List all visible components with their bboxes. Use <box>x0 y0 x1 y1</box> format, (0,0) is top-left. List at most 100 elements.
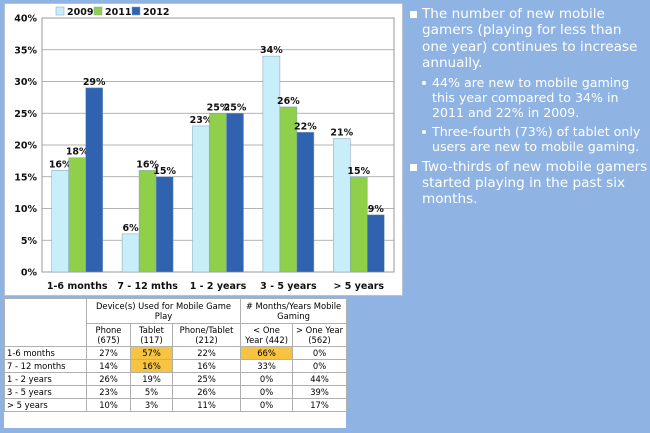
device-usage-table-panel: Device(s) Used for Mobile Game Play # Mo… <box>4 298 348 428</box>
y-tick-label: 35% <box>14 45 37 56</box>
bar-2009 <box>262 55 281 273</box>
column-header-over-one-year: > One Year (562) <box>292 323 348 347</box>
y-tick-label: 20% <box>14 141 37 152</box>
table-cell: 27% <box>86 346 131 360</box>
table-cell-highlighted: 57% <box>130 346 173 360</box>
bar-2012 <box>296 132 315 273</box>
y-tick-label: 25% <box>14 109 37 120</box>
table-cell-highlighted: 16% <box>130 359 173 373</box>
y-tick-label: 0% <box>21 268 38 279</box>
table-cell: 0% <box>292 359 348 373</box>
table-cell: 17% <box>292 398 348 412</box>
bar-2011 <box>350 176 368 273</box>
bar-2012 <box>85 87 103 273</box>
bar-2011 <box>209 113 227 273</box>
data-label: 21% <box>330 128 353 139</box>
x-tick-label: 7 - 12 mths <box>117 281 178 292</box>
x-tick-label: 1 - 2 years <box>190 281 247 292</box>
legend-swatch-2012 <box>131 6 141 16</box>
bar-2009 <box>192 125 210 273</box>
table-cell: 0% <box>240 372 294 386</box>
table-cell: 14% <box>86 359 131 373</box>
table-cell: 10% <box>86 398 131 412</box>
y-tick-label: 5% <box>21 236 38 247</box>
table-cell: 0% <box>240 385 294 399</box>
row-label: 3 - 5 years <box>4 385 87 399</box>
data-label: 23% <box>190 115 213 126</box>
table-row: > 5 years 10% 3% 11% 0% 17% <box>4 398 348 412</box>
x-tick-label: 3 - 5 years <box>260 281 317 292</box>
y-tick-label: 15% <box>14 172 37 183</box>
column-header-phone: Phone (675) <box>86 323 131 347</box>
table-cell: 26% <box>86 372 131 386</box>
table-cell: 5% <box>130 385 173 399</box>
x-tick-label: > 5 years <box>334 281 385 292</box>
legend-label-2009: 2009 <box>67 7 93 18</box>
data-label: 34% <box>260 45 283 56</box>
table-cell: 0% <box>240 398 294 412</box>
table-cell: 16% <box>171 359 242 373</box>
data-label: 16% <box>136 159 159 170</box>
y-tick-label: 40% <box>14 14 37 25</box>
bar-chart: 0%5%10%15%20%25%30%35%40%16%18%29%1-6 mo… <box>14 6 395 292</box>
legend-label-2011: 2011 <box>105 7 131 18</box>
data-label: 6% <box>123 223 140 234</box>
key-findings-bullets: The number of new mobile gamers (playing… <box>408 6 648 211</box>
table-cell: 11% <box>171 398 242 412</box>
table-row: 1-6 months 27% 57% 22% 66% 0% <box>4 346 348 360</box>
data-label: 18% <box>66 147 89 158</box>
row-label: 1-6 months <box>4 346 87 360</box>
table-cell: 19% <box>130 372 173 386</box>
bar-2011 <box>68 157 86 273</box>
bar-chart-panel: 0% 5% 10% 15% 20% 25% 30% 35% 40% 16% 18% 29% 1-6 mo… <box>4 3 403 296</box>
data-label: 15% <box>347 166 370 177</box>
table-cell: 44% <box>292 372 348 386</box>
device-usage-table: Device(s) Used for Mobile Game Play # Mo… <box>4 298 348 412</box>
bar-2012 <box>226 113 244 273</box>
y-tick-label: 30% <box>14 77 37 88</box>
table-row: 1 - 2 years 26% 19% 25% 0% 44% <box>4 372 348 386</box>
table-cell-highlighted: 66% <box>240 346 294 360</box>
table-cell: 0% <box>292 346 348 360</box>
data-label: 25% <box>224 102 247 113</box>
bar-2011 <box>138 170 157 273</box>
y-tick-label: 10% <box>14 204 37 215</box>
bar-2009 <box>51 170 69 273</box>
bar-2009 <box>121 233 140 273</box>
bar-2009 <box>333 138 351 273</box>
table-cell: 39% <box>292 385 348 399</box>
table-cell: 23% <box>86 385 131 399</box>
table-corner-cell <box>4 298 87 347</box>
legend-swatch-2011 <box>93 6 103 16</box>
data-label: 22% <box>294 121 317 132</box>
legend-label-2012: 2012 <box>143 7 169 18</box>
data-label: 26% <box>277 96 300 107</box>
column-header-under-one-year: < One Year (442) <box>240 323 294 347</box>
column-header-tablet: Tablet (117) <box>130 323 173 347</box>
table-cell: 33% <box>240 359 294 373</box>
bullet-tablet-only: Three-fourth (73%) of tablet only users … <box>408 124 648 154</box>
group-header-device: Device(s) Used for Mobile Game Play <box>85 298 242 324</box>
bullet-new-gamers: The number of new mobile gamers (playing… <box>408 6 648 72</box>
bar-2012 <box>367 214 385 273</box>
column-header-phone-tablet: Phone/Tablet (212) <box>171 323 242 347</box>
data-label: 16% <box>49 159 72 170</box>
data-label: 15% <box>153 166 176 177</box>
x-tick-label: 1-6 months <box>47 281 108 292</box>
data-label: 9% <box>368 204 385 215</box>
table-cell: 26% <box>171 385 242 399</box>
bullet-new-this-year: 44% are new to mobile gaming this year c… <box>408 75 648 121</box>
row-label: 1 - 2 years <box>4 372 87 386</box>
legend-swatch-2009 <box>55 6 65 16</box>
bullet-past-six-months: Two-thirds of new mobile gamers started … <box>408 159 648 208</box>
row-label: > 5 years <box>4 398 87 412</box>
table-cell: 3% <box>130 398 173 412</box>
table-cell: 22% <box>171 346 242 360</box>
data-label: 25% <box>207 102 230 113</box>
bar-2012 <box>155 176 174 273</box>
group-header-months: # Months/Years Mobile Gaming <box>240 298 348 324</box>
table-row: 7 - 12 months 14% 16% 16% 33% 0% <box>4 359 348 373</box>
row-label: 7 - 12 months <box>4 359 87 373</box>
table-cell: 25% <box>171 372 242 386</box>
data-label: 29% <box>83 77 106 88</box>
